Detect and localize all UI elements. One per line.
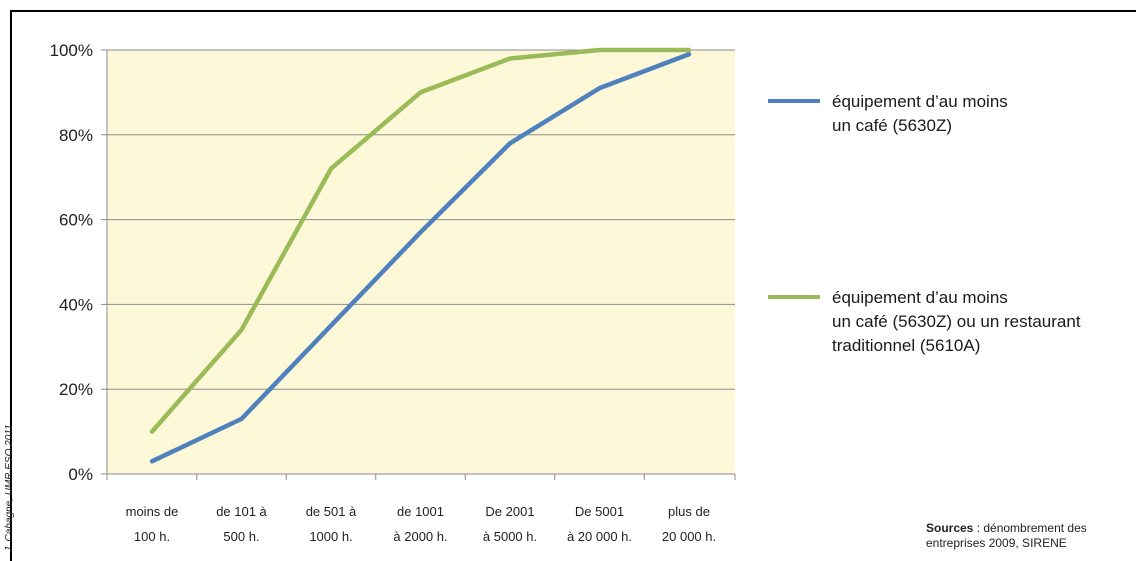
chart-frame [10, 10, 1136, 561]
legend-label-line: traditionnel (5610A) [832, 336, 981, 355]
y-tick-label: 100% [50, 41, 93, 60]
data-point-1 [150, 429, 154, 434]
legend-item-cafe: équipement d’au moins un café (5630Z) [768, 90, 1136, 138]
x-tick-label: De 2001 à 5000 h. [483, 504, 537, 544]
x-tick-label: de 101 à 500 h. [216, 504, 267, 544]
x-tick-label: de 1001 à 2000 h. [393, 504, 447, 544]
legend-label-cafe: équipement d’au moins un café (5630Z) [832, 90, 1136, 138]
data-point-0 [239, 416, 244, 421]
x-tick-label: De 5001 à 20 000 h. [567, 504, 632, 544]
author-credit: J. Cahagne, UMR ESO 2011 [4, 424, 15, 552]
legend-swatch-cafe [768, 99, 820, 103]
y-tick-label: 20% [59, 380, 93, 399]
legend-swatch-cafe-restaurant [768, 295, 820, 299]
y-tick-label: 40% [59, 295, 93, 314]
x-tick-label: de 501 à 1000 h. [306, 504, 357, 544]
data-point-0 [597, 86, 602, 91]
legend-label-line: équipement d’au moins [832, 288, 1008, 307]
sources-text: entreprises 2009, SIRENE [926, 536, 1067, 550]
data-point-0 [508, 141, 512, 146]
legend-label-line: un café (5630Z) [832, 116, 953, 135]
data-point-0 [418, 230, 423, 235]
data-point-0 [329, 323, 333, 328]
data-point-1 [239, 327, 244, 332]
x-tick-label: moins de 100 h. [126, 504, 179, 544]
x-tick-label: plus de 20 000 h. [662, 504, 716, 544]
data-point-0 [687, 52, 691, 57]
data-point-0 [150, 459, 154, 464]
legend-label-cafe-restaurant: équipement d’au moins un café (5630Z) ou… [832, 286, 1136, 358]
legend-label-line: équipement d’au moins [832, 92, 1008, 111]
y-tick-label: 0% [68, 465, 93, 484]
data-point-1 [418, 90, 423, 95]
sources-text: : dénombrement des [973, 521, 1087, 535]
data-point-1 [329, 166, 333, 171]
data-point-1 [687, 48, 691, 52]
plot-area [107, 50, 735, 474]
data-point-1 [597, 48, 602, 52]
data-point-1 [508, 56, 512, 61]
y-tick-label: 80% [59, 126, 93, 145]
legend-item-cafe-restaurant: équipement d’au moins un café (5630Z) ou… [768, 286, 1136, 358]
legend-label-line: un café (5630Z) ou un restaurant [832, 312, 1081, 331]
sources-note: Sources : dénombrement des entreprises 2… [926, 521, 1087, 551]
y-tick-label: 60% [59, 211, 93, 230]
sources-label: Sources [926, 521, 974, 535]
